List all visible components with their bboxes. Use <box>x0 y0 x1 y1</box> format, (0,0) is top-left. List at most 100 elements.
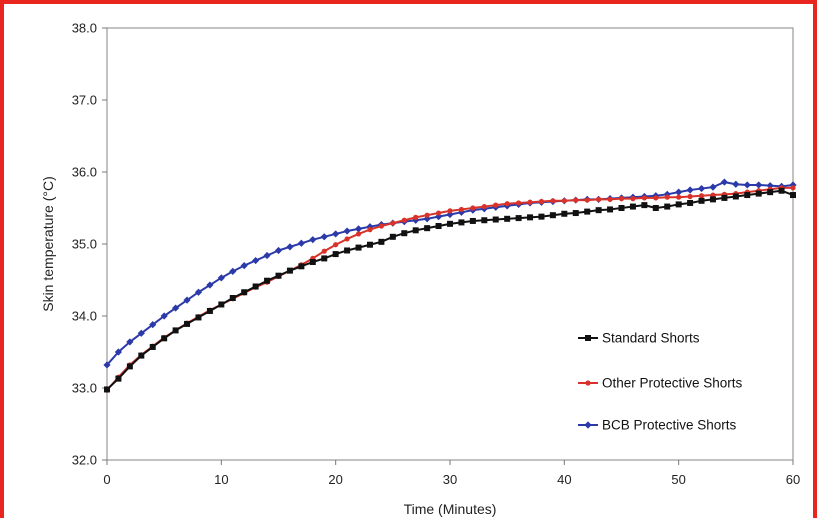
data-point-other-protective-shorts <box>367 227 373 233</box>
data-point-standard-shorts <box>629 203 636 210</box>
data-point-standard-shorts <box>515 215 522 222</box>
data-point-bcb-protective-shorts <box>309 236 317 244</box>
data-point-other-protective-shorts <box>516 200 522 206</box>
data-point-standard-shorts <box>561 210 568 217</box>
data-point-bcb-protective-shorts <box>354 225 363 233</box>
data-point-bcb-protective-shorts <box>274 246 283 255</box>
data-point-standard-shorts <box>264 277 271 284</box>
data-point-other-protective-shorts <box>390 220 396 226</box>
data-point-standard-shorts <box>298 263 305 270</box>
data-point-bcb-protective-shorts <box>172 304 180 312</box>
data-point-other-protective-shorts <box>550 198 556 204</box>
data-point-standard-shorts <box>664 203 671 210</box>
data-point-other-protective-shorts <box>538 198 545 205</box>
data-point-bcb-protective-shorts <box>183 296 191 304</box>
data-point-standard-shorts <box>790 192 796 199</box>
data-point-standard-shorts <box>732 193 739 200</box>
data-point-bcb-protective-shorts <box>149 321 157 329</box>
legend-swatch-marker <box>585 380 591 386</box>
data-point-bcb-protective-shorts <box>137 329 145 337</box>
data-point-bcb-protective-shorts <box>217 274 225 282</box>
data-point-other-protective-shorts <box>321 248 327 254</box>
x-axis: 0 10 20 30 40 50 60 <box>103 460 800 487</box>
data-point-standard-shorts <box>492 216 499 223</box>
data-point-standard-shorts <box>126 363 133 370</box>
data-point-standard-shorts <box>104 386 110 393</box>
data-point-standard-shorts <box>138 352 145 359</box>
line-chart: 32.0 33.0 34.0 35.0 36.0 37.0 38.0 0 10 20 30 40 50… <box>40 21 800 518</box>
data-point-standard-shorts <box>309 259 316 265</box>
legend-swatch-marker <box>585 335 591 341</box>
data-point-bcb-protective-shorts <box>194 288 203 296</box>
data-point-standard-shorts <box>469 217 476 224</box>
legend-item-bcb-protective-shorts: BCB Protective Shorts <box>578 418 737 433</box>
data-point-standard-shorts <box>778 187 785 194</box>
data-point-standard-shorts <box>366 241 373 248</box>
data-point-bcb-protective-shorts <box>743 181 751 189</box>
data-point-other-protective-shorts <box>710 192 716 198</box>
data-point-standard-shorts <box>538 213 545 220</box>
data-point-standard-shorts <box>652 205 659 211</box>
data-point-standard-shorts <box>206 307 213 314</box>
data-point-bcb-protective-shorts <box>297 239 305 247</box>
x-tick-label: 20 <box>328 472 342 487</box>
data-point-standard-shorts <box>549 212 556 219</box>
data-point-other-protective-shorts <box>470 205 476 211</box>
data-point-other-protective-shorts <box>653 195 659 201</box>
x-tick-label: 30 <box>443 472 457 487</box>
data-point-standard-shorts <box>607 206 614 213</box>
data-point-standard-shorts <box>401 230 408 237</box>
data-point-other-protective-shorts <box>561 198 567 204</box>
data-point-standard-shorts <box>458 219 465 226</box>
data-point-other-protective-shorts <box>424 212 430 218</box>
data-point-standard-shorts <box>675 201 682 208</box>
data-point-other-protective-shorts <box>481 203 487 210</box>
y-tick-label: 37.0 <box>72 93 97 108</box>
data-point-standard-shorts <box>481 217 488 224</box>
data-point-other-protective-shorts <box>493 202 499 208</box>
data-point-standard-shorts <box>721 194 728 201</box>
data-point-bcb-protective-shorts <box>709 183 717 191</box>
legend-label: Standard Shorts <box>602 331 700 346</box>
data-point-standard-shorts <box>229 295 236 301</box>
data-point-standard-shorts <box>115 375 122 382</box>
data-point-bcb-protective-shorts <box>114 348 123 356</box>
data-point-standard-shorts <box>709 196 716 203</box>
data-point-other-protective-shorts <box>504 201 510 207</box>
data-point-other-protective-shorts <box>573 197 579 203</box>
data-point-bcb-protective-shorts <box>423 215 431 223</box>
legend-label: BCB Protective Shorts <box>602 418 737 433</box>
y-tick-label: 32.0 <box>72 453 97 468</box>
data-point-standard-shorts <box>687 199 694 206</box>
data-point-bcb-protective-shorts <box>332 230 340 238</box>
data-point-other-protective-shorts <box>698 193 705 199</box>
y-tick-label: 38.0 <box>72 21 97 36</box>
data-point-standard-shorts <box>332 251 339 258</box>
data-point-other-protective-shorts <box>378 223 384 229</box>
data-point-other-protective-shorts <box>596 196 602 202</box>
y-tick-label: 34.0 <box>72 309 97 324</box>
x-tick-label: 50 <box>671 472 685 487</box>
y-axis-label: Skin temperature (°C) <box>40 176 56 312</box>
data-point-standard-shorts <box>172 327 179 334</box>
data-point-standard-shorts <box>584 208 591 215</box>
x-tick-label: 0 <box>103 472 110 487</box>
series-layer <box>103 178 797 393</box>
data-point-bcb-protective-shorts <box>229 267 237 275</box>
y-tick-label: 33.0 <box>72 381 97 396</box>
data-point-standard-shorts <box>241 289 248 296</box>
data-point-standard-shorts <box>744 192 751 199</box>
y-tick-label: 35.0 <box>72 237 97 252</box>
data-point-standard-shorts <box>767 189 774 196</box>
data-point-other-protective-shorts <box>401 217 407 223</box>
x-tick-label: 40 <box>557 472 571 487</box>
data-point-standard-shorts <box>286 267 293 274</box>
data-point-standard-shorts <box>618 205 625 211</box>
legend-item-other-protective-shorts: Other Protective Shorts <box>578 376 743 391</box>
data-point-other-protective-shorts <box>355 231 362 237</box>
data-point-other-protective-shorts <box>458 206 465 213</box>
data-point-other-protective-shorts <box>664 194 670 200</box>
data-point-bcb-protective-shorts <box>126 338 134 346</box>
data-point-bcb-protective-shorts <box>697 184 706 193</box>
